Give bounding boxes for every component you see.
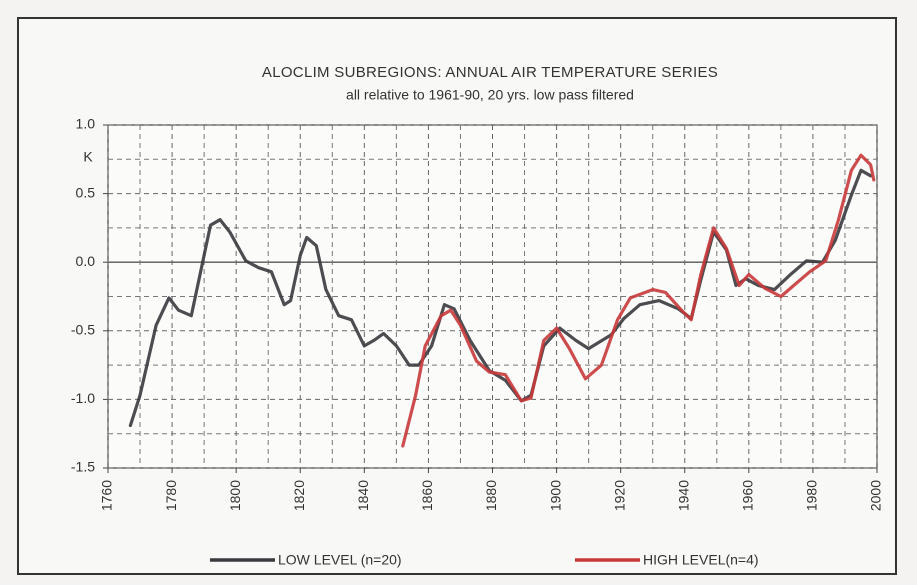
x-tick-label: 1980 [804, 480, 820, 511]
grid [103, 124, 878, 473]
lines [128, 153, 876, 448]
x-tick-label: 2000 [868, 480, 884, 511]
x-tick-label: 1880 [483, 480, 499, 511]
x-tick-label: 1760 [99, 480, 115, 511]
legend-label: LOW LEVEL (n=20) [278, 552, 402, 568]
legend-label: HIGH LEVEL(n=4) [643, 552, 759, 568]
x-tick-label: 1820 [291, 480, 307, 511]
x-tick-label: 1920 [611, 480, 627, 511]
y-tick-label: -1.0 [71, 390, 95, 406]
x-tick-label: 1860 [419, 480, 435, 511]
y-tick-label: -0.5 [71, 322, 95, 338]
x-tick-label: 1940 [675, 480, 691, 511]
x-tick-label: 1780 [163, 480, 179, 511]
labels: -1.5 -1.0 -0.5 0.0 0.5 1.0 1760 1780 1800 1820 184… [71, 116, 884, 568]
y-tick-label: 1.0 [76, 116, 96, 132]
chart-title: ALOCLIM SUBREGIONS: ANNUAL AIR TEMPERATU… [262, 64, 718, 81]
y-tick-label: -1.5 [71, 459, 95, 475]
x-tick-label: 1800 [227, 480, 243, 511]
y-unit-label: K [83, 149, 93, 165]
chart-subtitle: all relative to 1961-90, 20 yrs. low pas… [346, 87, 634, 103]
x-tick-label: 1900 [547, 480, 563, 511]
y-tick-label: 0.0 [76, 253, 96, 269]
series-line [401, 153, 876, 448]
x-tick-label: 1960 [740, 480, 756, 511]
x-tick-label: 1840 [355, 480, 371, 511]
y-tick-label: 0.5 [76, 184, 96, 200]
